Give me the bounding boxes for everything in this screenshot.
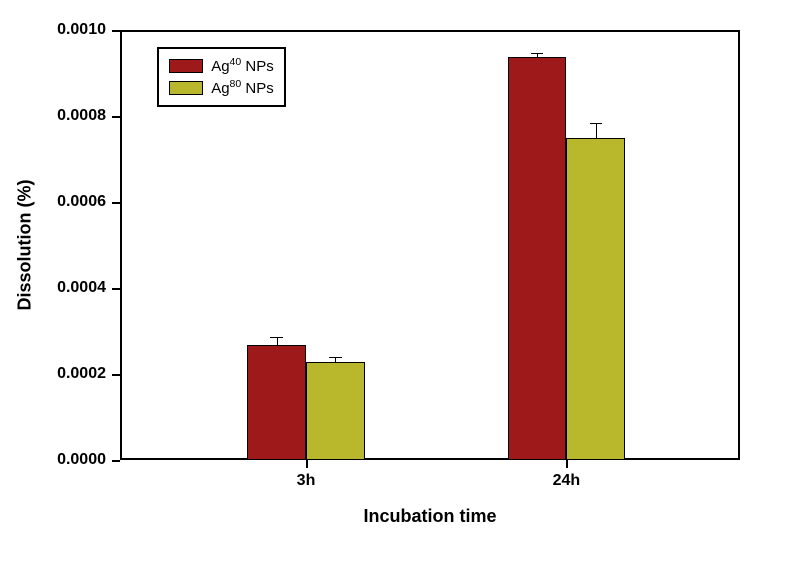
- bar: [566, 138, 625, 460]
- legend-item: Ag80 NPs: [169, 77, 274, 99]
- bar: [306, 362, 365, 460]
- error-bar-stem: [277, 337, 278, 345]
- legend-label: Ag80 NPs: [211, 77, 274, 99]
- y-tick-mark: [112, 288, 120, 290]
- legend-label: Ag40 NPs: [211, 55, 274, 77]
- legend-swatch: [169, 59, 203, 73]
- y-tick-label: 0.0008: [0, 107, 106, 125]
- bar: [508, 57, 567, 460]
- error-bar-cap: [531, 53, 543, 54]
- y-tick-label: 0.0004: [0, 279, 106, 297]
- y-tick-label: 0.0006: [0, 193, 106, 211]
- x-axis-title: Incubation time: [363, 506, 496, 527]
- error-bar-cap: [590, 123, 602, 124]
- legend-swatch: [169, 81, 203, 95]
- y-tick-mark: [112, 116, 120, 118]
- x-tick-mark: [566, 460, 568, 468]
- y-tick-label: 0.0000: [0, 451, 106, 469]
- legend: Ag40 NPsAg80 NPs: [157, 47, 286, 107]
- x-tick-label: 24h: [553, 472, 581, 490]
- y-tick-label: 0.0002: [0, 365, 106, 383]
- legend-item: Ag40 NPs: [169, 55, 274, 77]
- x-tick-label: 3h: [297, 472, 316, 490]
- y-tick-mark: [112, 202, 120, 204]
- x-tick-mark: [306, 460, 308, 468]
- error-bar-cap: [329, 357, 341, 358]
- y-tick-mark: [112, 30, 120, 32]
- y-tick-label: 0.0010: [0, 21, 106, 39]
- y-tick-mark: [112, 460, 120, 462]
- error-bar-stem: [596, 123, 597, 138]
- bar: [247, 345, 306, 460]
- dissolution-bar-chart: Dissolution (%) Incubation time Ag40 NPs…: [0, 0, 786, 563]
- y-tick-mark: [112, 374, 120, 376]
- error-bar-cap: [270, 337, 282, 338]
